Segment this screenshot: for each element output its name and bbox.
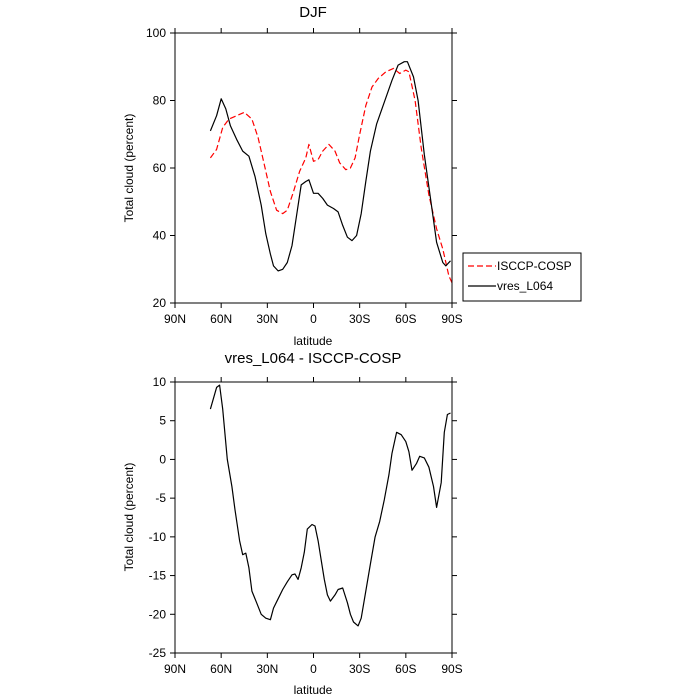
panel1-ytick-label: 40	[153, 229, 167, 243]
panel2-title: vres_L064 - ISCCP-COSP	[225, 350, 402, 367]
panel1-ylabel: Total cloud (percent)	[122, 114, 136, 223]
panel1-xtick-label: 90S	[441, 312, 462, 326]
panel2-frame	[174, 381, 453, 654]
panel2-series-line-vres-l064-isccp-cosp	[209, 384, 451, 627]
panel2-ytick-label: -15	[149, 569, 167, 583]
panel1-ytick-label: 100	[146, 26, 166, 40]
panel2-ytick-label: 0	[159, 452, 166, 466]
panel1-xtick-label: 30N	[256, 312, 278, 326]
panel1-xtick-label: 60S	[395, 312, 416, 326]
panel2-xtick-label: 90S	[441, 662, 462, 676]
panel1-ytick-label: 80	[153, 94, 167, 108]
panel2-ytick-label: -25	[149, 646, 167, 660]
panel1-ytick-label: 60	[153, 161, 167, 175]
panel1-ytick-label: 20	[153, 296, 167, 310]
panel2-xtick-label: 90N	[164, 662, 186, 676]
panel1-frame	[174, 32, 453, 304]
panel2-ytick-label: -10	[149, 530, 167, 544]
panel2-xlabel: latitude	[294, 683, 333, 697]
panel2-axes: 90N 60N 30N 0 30S 60S 90S -25 -20 -15 -10 -5 0 5 10	[149, 375, 463, 676]
panel2-ylabel: Total cloud (percent)	[122, 463, 136, 572]
panel2-xtick-label: 60N	[210, 662, 232, 676]
panel1-title: DJF	[299, 4, 327, 21]
panel2-xtick-label: 30S	[349, 662, 370, 676]
panel1-xtick-label: 90N	[164, 312, 186, 326]
panel-djf: DJF 90N 60N 30N 0 30S 60S 90S 20 40 60 80 100 latit…	[122, 4, 582, 348]
panel2-xtick-label: 0	[310, 662, 317, 676]
legend-label-isccp-cosp: ISCCP-COSP	[497, 259, 572, 273]
legend-box	[462, 252, 582, 302]
panel1-series	[209, 61, 453, 284]
panel2-xtick-label: 60S	[395, 662, 416, 676]
panel1-xtick-label: 0	[310, 312, 317, 326]
panel1-series-line-isccp-cosp	[209, 67, 453, 284]
panel1-xtick-label: 60N	[210, 312, 232, 326]
panel1-series-line-vres-l064	[209, 61, 451, 272]
panel2-ytick-label: 5	[159, 414, 166, 428]
panel2-ytick-label: -5	[155, 491, 166, 505]
panel2-ytick-label: 10	[153, 375, 167, 389]
legend-label-vres-l064: vres_L064	[497, 279, 553, 293]
panel2-series	[209, 384, 451, 627]
panel2-ytick-label: -20	[149, 607, 167, 621]
panel1-axes: 90N 60N 30N 0 30S 60S 90S 20 40 60 80 100	[146, 26, 463, 326]
panel1-xlabel: latitude	[294, 334, 333, 348]
panel2-xtick-label: 30N	[256, 662, 278, 676]
panel1-xtick-label: 30S	[349, 312, 370, 326]
panel-difference: vres_L064 - ISCCP-COSP 90N 60N 30N 0 30S 60S 9…	[122, 350, 463, 697]
legend: ISCCP-COSP vres_L064	[462, 252, 582, 302]
